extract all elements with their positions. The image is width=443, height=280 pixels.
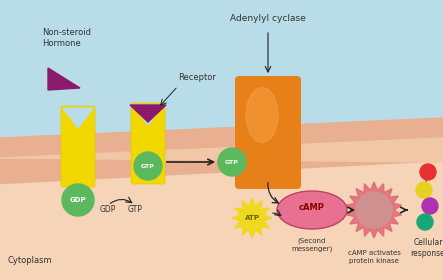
- Text: ATP: ATP: [245, 215, 260, 221]
- Text: GDP: GDP: [70, 197, 86, 203]
- Text: GTP: GTP: [225, 160, 239, 165]
- Text: cAMP activates
protein kinase: cAMP activates protein kinase: [348, 250, 400, 263]
- Circle shape: [62, 184, 94, 216]
- Circle shape: [416, 182, 432, 198]
- Text: GDP: GDP: [100, 206, 116, 214]
- Polygon shape: [133, 105, 163, 125]
- Polygon shape: [346, 182, 401, 238]
- Polygon shape: [232, 198, 272, 238]
- FancyBboxPatch shape: [61, 106, 95, 187]
- FancyBboxPatch shape: [131, 103, 165, 184]
- Text: Adenylyl cyclase: Adenylyl cyclase: [230, 14, 306, 23]
- Circle shape: [218, 148, 246, 176]
- Ellipse shape: [277, 191, 347, 229]
- Circle shape: [422, 198, 438, 214]
- Text: Cytoplasm: Cytoplasm: [8, 256, 53, 265]
- Polygon shape: [0, 118, 443, 185]
- Text: GTP: GTP: [128, 206, 143, 214]
- Circle shape: [417, 214, 433, 230]
- Polygon shape: [0, 138, 443, 162]
- Text: Cellular
response: Cellular response: [411, 238, 443, 258]
- Text: Receptor: Receptor: [178, 74, 216, 83]
- Polygon shape: [48, 68, 80, 90]
- Circle shape: [420, 164, 436, 180]
- Text: GTP: GTP: [141, 164, 155, 169]
- Circle shape: [134, 152, 162, 180]
- Polygon shape: [0, 162, 443, 280]
- Circle shape: [356, 192, 392, 228]
- Polygon shape: [130, 105, 166, 122]
- Ellipse shape: [246, 87, 278, 143]
- Text: cAMP: cAMP: [299, 204, 325, 213]
- FancyBboxPatch shape: [235, 76, 301, 189]
- Polygon shape: [63, 108, 93, 128]
- Text: (Second
messenger): (Second messenger): [291, 238, 333, 252]
- Text: Non-steroid
Hormone: Non-steroid Hormone: [42, 28, 91, 48]
